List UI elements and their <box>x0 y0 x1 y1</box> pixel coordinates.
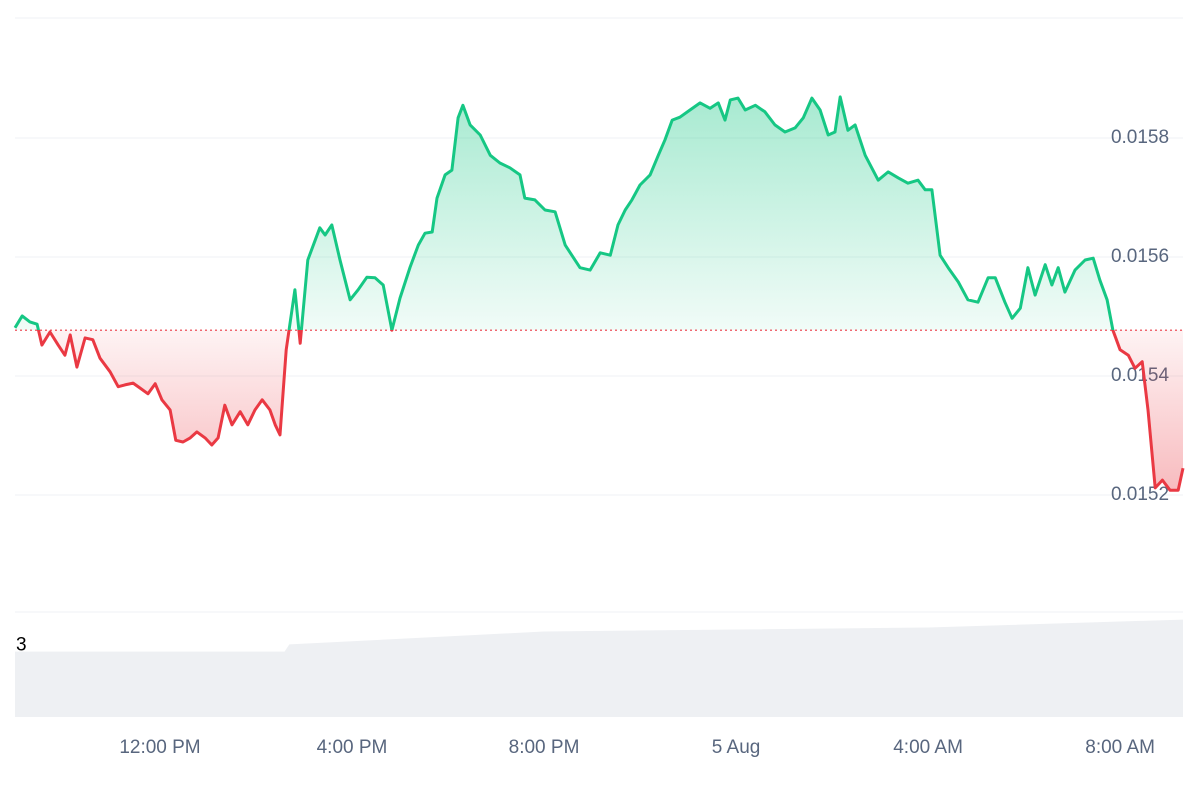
x-tick-label: 5 Aug <box>712 737 761 758</box>
price-line <box>13 95 1185 492</box>
x-tick-label: 8:00 PM <box>509 737 580 758</box>
y-tick-label: 0.0156 <box>1111 246 1169 267</box>
x-tick-label: 4:00 PM <box>317 737 388 758</box>
volume-tick-label: 3 <box>16 634 27 655</box>
x-tick-label: 4:00 AM <box>893 737 963 758</box>
y-tick-label: 0.0152 <box>1111 484 1169 505</box>
y-tick-label: 0.0158 <box>1111 127 1169 148</box>
x-tick-label: 8:00 AM <box>1085 737 1155 758</box>
x-tick-label: 12:00 PM <box>119 737 200 758</box>
area-fill <box>15 96 1183 491</box>
volume-edge <box>15 619 1184 653</box>
